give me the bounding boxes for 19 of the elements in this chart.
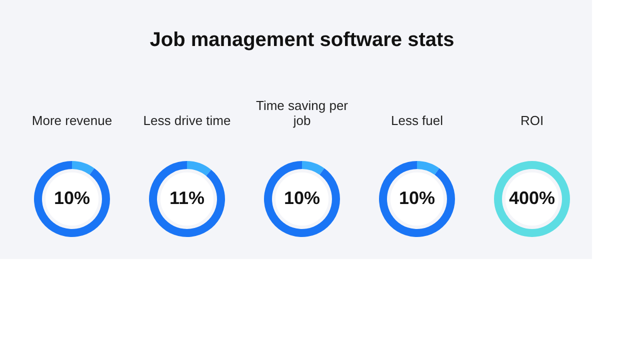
donut-slice [417,161,440,175]
text: 10% [398,188,436,208]
chart-title: ROI [520,113,544,128]
chart-title: Time saving per job [256,98,349,128]
chart-title: Less drive time [143,113,231,128]
chart-title: Less fuel [390,113,444,128]
text: 10% [284,188,320,208]
text: 11% [169,188,205,208]
text: Job management software stats [150,29,454,51]
donut-slice [34,161,110,237]
text: 400% [508,188,556,208]
text: 10% [54,188,90,208]
donut-slice [72,161,94,175]
donut-slice [149,161,225,237]
donut-slice [187,161,212,176]
donut-slice [302,161,324,175]
donut-slice [264,161,340,237]
donut-slice [379,161,455,237]
chart-title: More revenue [32,113,112,128]
